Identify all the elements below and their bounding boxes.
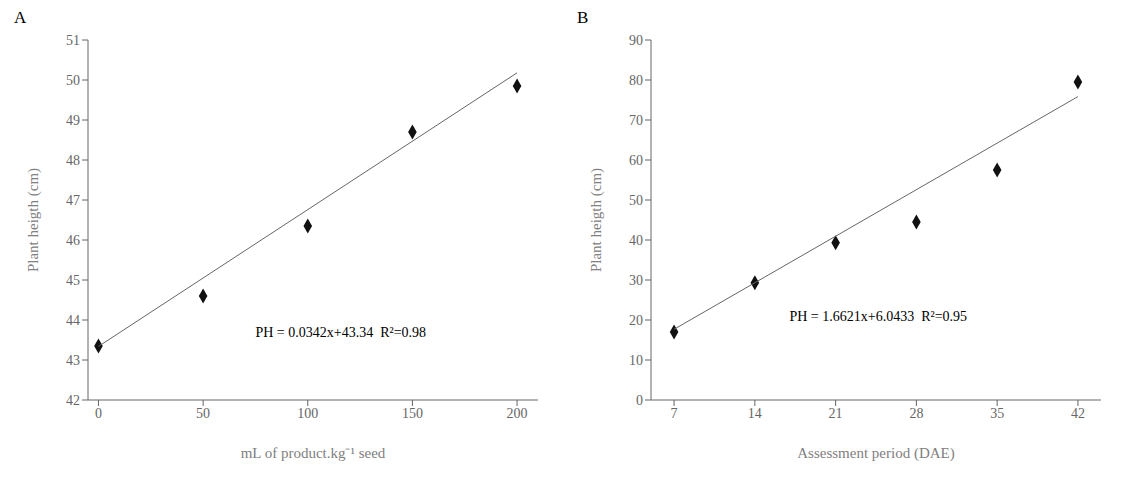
svg-text:Assessment period (DAE): Assessment period (DAE) bbox=[797, 445, 954, 462]
svg-text:mL of product.kg⁻¹ seed: mL of product.kg⁻¹ seed bbox=[241, 445, 386, 461]
svg-text:40: 40 bbox=[629, 233, 643, 248]
svg-text:50: 50 bbox=[196, 406, 210, 421]
svg-text:90: 90 bbox=[629, 33, 643, 48]
svg-text:7: 7 bbox=[671, 406, 678, 421]
svg-text:44: 44 bbox=[66, 313, 80, 328]
svg-text:47: 47 bbox=[66, 193, 80, 208]
svg-text:Plant heigth (cm): Plant heigth (cm) bbox=[25, 168, 42, 272]
svg-text:0: 0 bbox=[636, 393, 643, 408]
svg-text:200: 200 bbox=[507, 406, 528, 421]
svg-text:20: 20 bbox=[629, 313, 643, 328]
svg-text:21: 21 bbox=[829, 406, 843, 421]
svg-text:48: 48 bbox=[66, 153, 80, 168]
svg-text:Plant heigth (cm): Plant heigth (cm) bbox=[588, 168, 605, 272]
svg-text:42: 42 bbox=[66, 393, 80, 408]
html-text:B: B bbox=[577, 8, 589, 27]
svg-text:50: 50 bbox=[629, 193, 643, 208]
svg-text:49: 49 bbox=[66, 113, 80, 128]
html-text:A: A bbox=[14, 8, 27, 27]
svg-text:51: 51 bbox=[66, 33, 80, 48]
svg-text:50: 50 bbox=[66, 73, 80, 88]
svg-text:60: 60 bbox=[629, 153, 643, 168]
svg-text:30: 30 bbox=[629, 273, 643, 288]
svg-text:100: 100 bbox=[297, 406, 318, 421]
svg-text:45: 45 bbox=[66, 273, 80, 288]
svg-text:150: 150 bbox=[402, 406, 423, 421]
svg-text:14: 14 bbox=[748, 406, 762, 421]
svg-text:PH = 1.6621x+6.0433 R²=0.95: PH = 1.6621x+6.0433 R²=0.95 bbox=[789, 309, 967, 324]
svg-text:42: 42 bbox=[1071, 406, 1085, 421]
svg-text:10: 10 bbox=[629, 353, 643, 368]
svg-text:35: 35 bbox=[990, 406, 1004, 421]
svg-text:28: 28 bbox=[909, 406, 923, 421]
svg-text:0: 0 bbox=[95, 406, 102, 421]
svg-text:43: 43 bbox=[66, 353, 80, 368]
svg-text:PH = 0.0342x+43.34 R²=0.98: PH = 0.0342x+43.34 R²=0.98 bbox=[255, 325, 426, 340]
svg-text:80: 80 bbox=[629, 73, 643, 88]
svg-text:70: 70 bbox=[629, 113, 643, 128]
svg-text:46: 46 bbox=[66, 233, 80, 248]
